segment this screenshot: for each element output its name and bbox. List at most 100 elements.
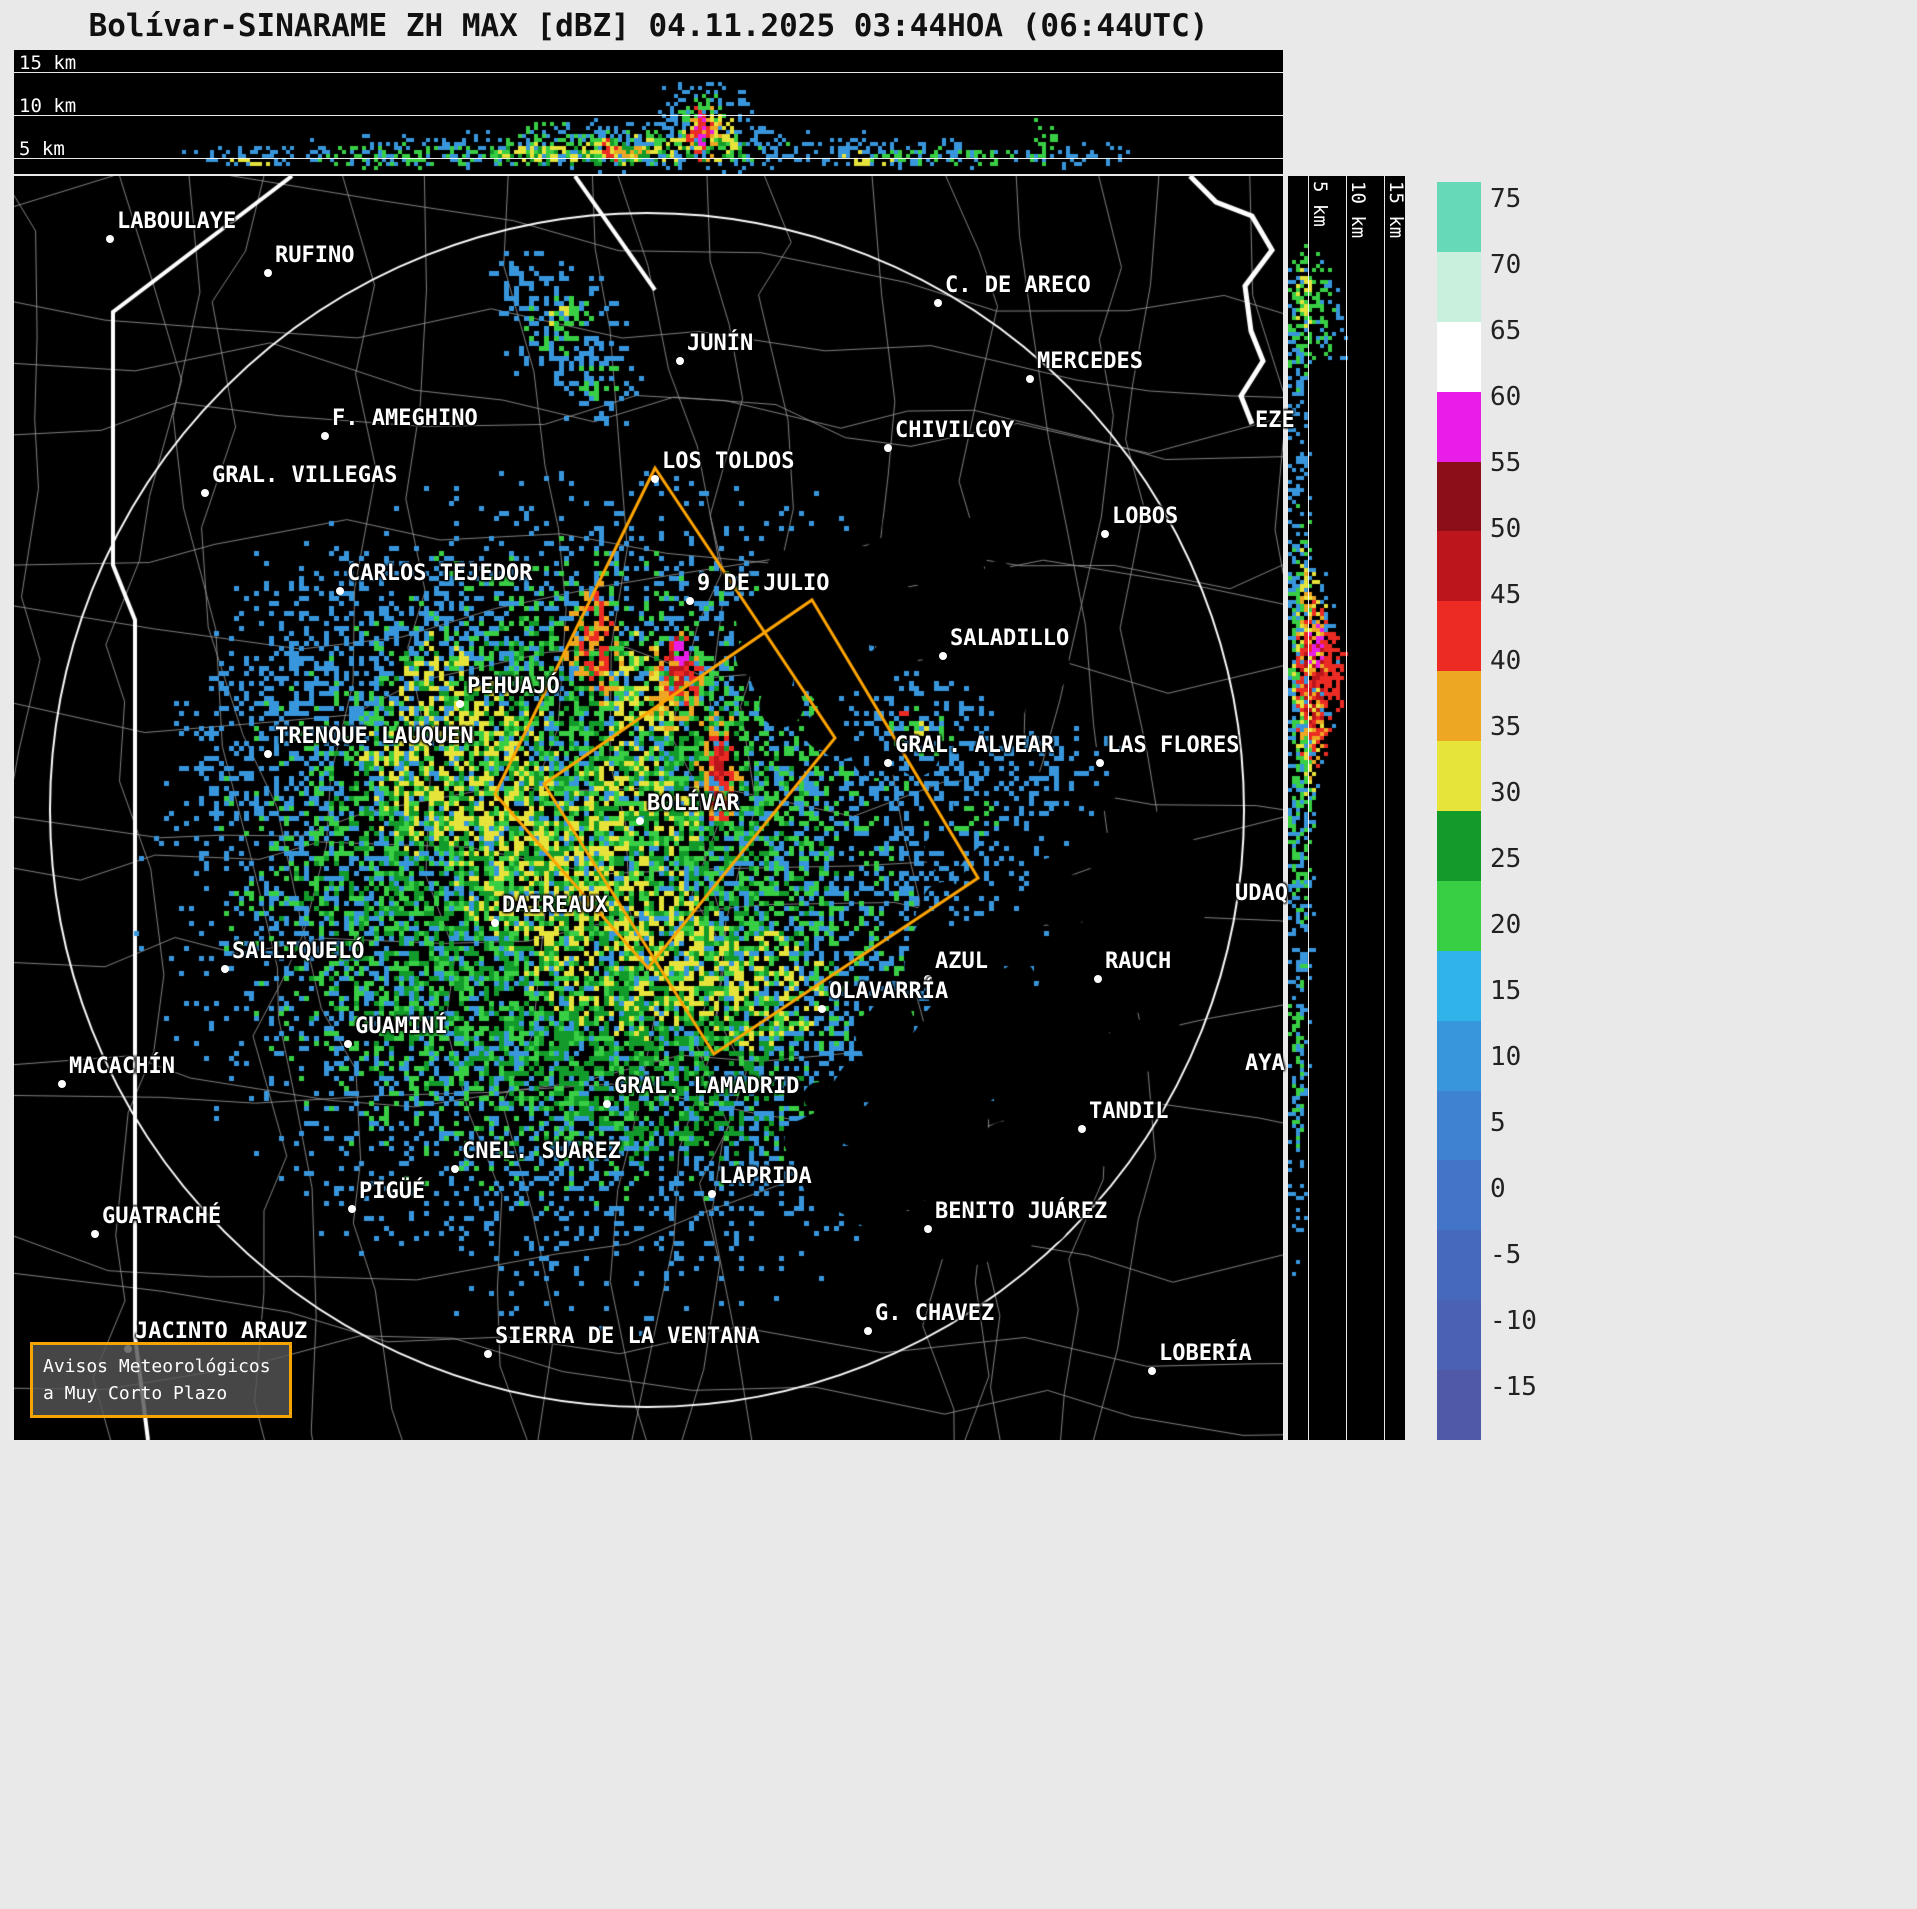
warning-box-line2: a Muy Corto Plazo: [43, 1383, 228, 1404]
colorbar-segment: [1437, 461, 1481, 532]
city-label: LAS FLORES: [1107, 733, 1240, 758]
city-dot: [884, 444, 892, 452]
city-label: MACACHÍN: [69, 1054, 175, 1079]
colorbar-ticks: 75 70 65 60 55 50 45 40 35 30 25 20 15 10 5 0 -5 -10 -15: [1490, 182, 1570, 1440]
colorbar-segment: [1437, 391, 1481, 462]
cross-section-right-panel: 5 km 10 km 15 km: [1288, 176, 1407, 1440]
colorbar-tick: 5: [1490, 1108, 1506, 1138]
city-dot: [1094, 975, 1102, 983]
warning-box-line1: Avisos Meteorológicos: [43, 1356, 271, 1377]
city-label: CARLOS TEJEDOR: [347, 561, 533, 586]
radar-map-canvas: [14, 176, 1283, 1440]
city-dot: [221, 965, 229, 973]
colorbar-tick: 60: [1490, 382, 1522, 412]
city-dot: [106, 235, 114, 243]
city-dot: [1148, 1367, 1156, 1375]
city-label: GUAMINÍ: [355, 1014, 448, 1039]
colorbar-segment: [1437, 1090, 1481, 1161]
city-label: BOLÍVAR: [647, 791, 740, 816]
footer: Servicio Meteorológico Nacional Argentin…: [0, 1440, 1917, 1909]
altitude-label-10km-vert: 10 km: [1347, 181, 1369, 239]
colorbar-tick: -15: [1490, 1372, 1537, 1402]
colorbar-tick: -5: [1490, 1240, 1522, 1270]
colorbar-segment: [1437, 811, 1481, 881]
city-label: GRAL. VILLEGAS: [212, 463, 398, 488]
colorbar-tick: 40: [1490, 646, 1522, 676]
city-dot: [201, 489, 209, 497]
city-label: SALADILLO: [950, 626, 1070, 651]
colorbar-segment: [1437, 251, 1481, 322]
city-dot: [344, 1040, 352, 1048]
city-label: RUFINO: [275, 243, 355, 268]
cross-section-top-panel: 15 km 10 km 5 km: [14, 50, 1283, 174]
city-label: LABOULAYE: [117, 209, 237, 234]
colorbar-tick: 15: [1490, 976, 1522, 1006]
city-dot: [491, 919, 499, 927]
colorbar-tick: 20: [1490, 910, 1522, 940]
city-dot: [264, 269, 272, 277]
city-label: TRENQUE LAUQUEN: [275, 724, 474, 749]
city-label: LOBERÍA: [1159, 1341, 1252, 1366]
city-dot: [348, 1205, 356, 1213]
colorbar-segment: [1437, 321, 1481, 392]
city-dot: [686, 597, 694, 605]
altitude-label-10km: 10 km: [19, 95, 77, 117]
colorbar-segment: [1437, 182, 1481, 252]
city-dot: [1096, 759, 1104, 767]
city-dot: [651, 475, 659, 483]
altitude-label-5km-vert: 5 km: [1309, 181, 1331, 227]
city-layer: LABOULAYE RUFINO C. DE ARECO JUNÍN MERCEDES F…: [14, 176, 1295, 1440]
city-label: GUATRACHÉ: [102, 1204, 222, 1229]
cross-section-top-canvas: [14, 50, 1283, 174]
city-label: JACINTO ARAUZ: [135, 1319, 308, 1344]
city-dot: [934, 299, 942, 307]
city-label: C. DE ARECO: [945, 273, 1091, 298]
city-label: PIGÜÉ: [359, 1179, 426, 1204]
colorbar-segment: [1437, 1230, 1481, 1301]
colorbar-tick: 50: [1490, 514, 1522, 544]
colorbar-tick: -10: [1490, 1306, 1537, 1336]
city-label: GRAL. LAMADRID: [614, 1074, 800, 1099]
city-label: OLAVARRÍA: [829, 979, 949, 1004]
city-label: TANDIL: [1089, 1099, 1169, 1124]
city-dot: [708, 1190, 716, 1198]
colorbar-tick: 70: [1490, 250, 1522, 280]
city-label: LOS TOLDOS: [662, 449, 795, 474]
gridline-10km-vert: [1346, 176, 1347, 1440]
colorbar-tick: 55: [1490, 448, 1522, 478]
city-label: AZUL: [935, 949, 988, 974]
city-label: AYA: [1245, 1051, 1285, 1076]
city-dot: [924, 1225, 932, 1233]
page-title: Bolívar-SINARAME ZH MAX [dBZ] 04.11.2025…: [88, 8, 1209, 44]
colorbar-tick: 65: [1490, 316, 1522, 346]
city-dot: [818, 1005, 826, 1013]
colorbar-tick: 35: [1490, 712, 1522, 742]
city-dot: [676, 357, 684, 365]
colorbar-segment: [1437, 1370, 1481, 1441]
city-label: CHIVILCOY: [895, 418, 1015, 443]
colorbar-tick: 0: [1490, 1174, 1506, 1204]
city-dot: [1026, 375, 1034, 383]
city-label: F. AMEGHINO: [332, 406, 478, 431]
gridline-5km-vert: [1308, 176, 1309, 1440]
city-dot: [636, 817, 644, 825]
city-dot: [58, 1080, 66, 1088]
city-dot: [924, 975, 932, 983]
city-label: BENITO JUÁREZ: [935, 1199, 1108, 1224]
colorbar-tick: 10: [1490, 1042, 1522, 1072]
gridline-15km-vert: [1384, 176, 1385, 1440]
colorbar-segment: [1437, 601, 1481, 672]
colorbar-segment: [1437, 1160, 1481, 1231]
city-dot: [484, 1350, 492, 1358]
radar-map-panel: LABOULAYE RUFINO C. DE ARECO JUNÍN MERCEDES F…: [14, 176, 1295, 1440]
city-label: LAPRIDA: [719, 1164, 812, 1189]
altitude-label-15km: 15 km: [19, 52, 77, 74]
city-label: UDAQ: [1235, 881, 1288, 906]
gridline-10km: [14, 115, 1283, 116]
colorbar-segment: [1437, 880, 1481, 951]
colorbar-tick: 45: [1490, 580, 1522, 610]
colorbar-segment: [1437, 531, 1481, 602]
city-dot: [1078, 1125, 1086, 1133]
altitude-label-15km-vert: 15 km: [1385, 181, 1407, 239]
